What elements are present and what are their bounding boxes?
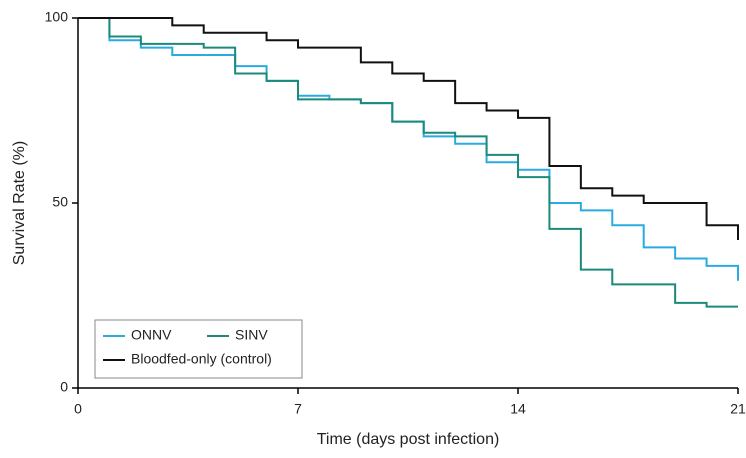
legend-label: SINV xyxy=(235,327,268,343)
survival-line xyxy=(78,17,739,281)
y-tick-label: 50 xyxy=(52,194,68,210)
x-axis-title: Time (days post infection) xyxy=(317,431,500,448)
legend-label: ONNV xyxy=(131,327,172,343)
legend-label: Bloodfed-only (control) xyxy=(131,351,272,367)
x-tick-label: 0 xyxy=(74,401,82,417)
x-tick-label: 7 xyxy=(294,401,302,417)
x-tick-label: 21 xyxy=(730,401,746,417)
survival-line xyxy=(78,17,739,240)
y-tick-label: 0 xyxy=(60,379,68,395)
legend-box xyxy=(94,319,303,379)
survival-line xyxy=(78,17,738,308)
x-tick-label: 14 xyxy=(510,401,526,417)
y-tick-label: 100 xyxy=(45,9,69,25)
y-axis-title: Survival Rate (%) xyxy=(11,141,28,265)
